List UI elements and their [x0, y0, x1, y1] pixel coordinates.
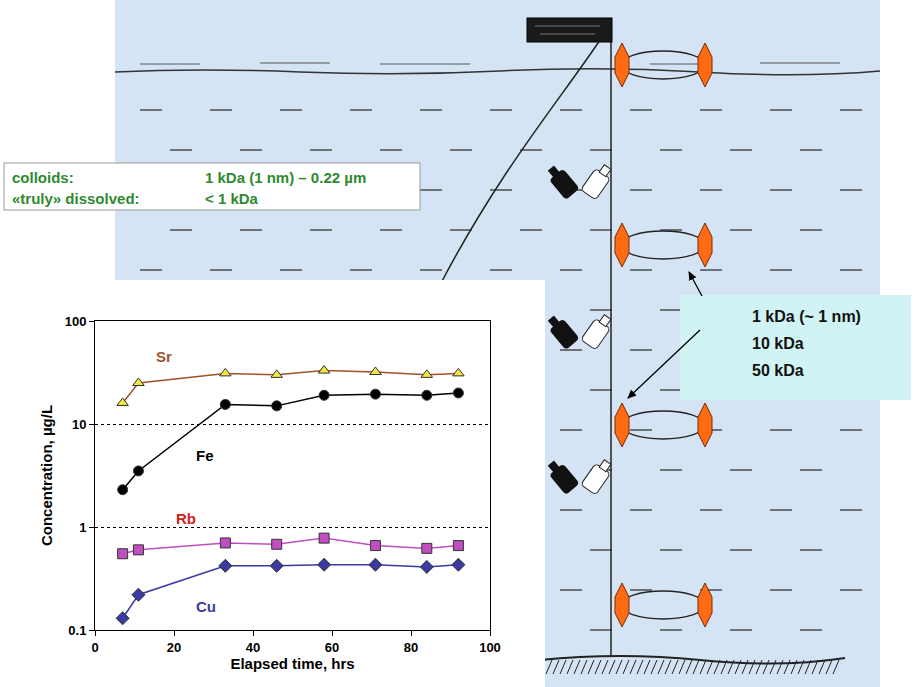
svg-text:«truly» dissolved:: «truly» dissolved:: [12, 190, 140, 207]
svg-text:10 kDa: 10 kDa: [752, 335, 804, 352]
svg-text:1 kDa (1 nm) – 0.22 µm: 1 kDa (1 nm) – 0.22 µm: [205, 169, 366, 186]
svg-text:colloids:: colloids:: [12, 169, 74, 186]
svg-text:Fe: Fe: [196, 447, 214, 464]
svg-text:10: 10: [72, 417, 86, 432]
svg-text:0.1: 0.1: [68, 623, 86, 638]
svg-text:40: 40: [246, 640, 260, 655]
svg-text:50 kDa: 50 kDa: [752, 362, 804, 379]
svg-text:Elapsed time, hrs: Elapsed time, hrs: [230, 655, 354, 672]
svg-text:< 1 kDa: < 1 kDa: [205, 190, 259, 207]
svg-text:60: 60: [325, 640, 339, 655]
svg-text:Rb: Rb: [176, 510, 196, 527]
svg-text:0: 0: [91, 640, 98, 655]
svg-text:80: 80: [404, 640, 418, 655]
svg-text:100: 100: [65, 314, 87, 329]
svg-text:100: 100: [479, 640, 501, 655]
svg-text:20: 20: [167, 640, 181, 655]
svg-text:1: 1: [79, 520, 86, 535]
svg-text:1 kDa (~ 1 nm): 1 kDa (~ 1 nm): [752, 308, 861, 325]
svg-text:Concentration, µg/L: Concentration, µg/L: [38, 405, 55, 546]
svg-text:Cu: Cu: [196, 598, 216, 615]
svg-text:Sr: Sr: [156, 348, 172, 365]
